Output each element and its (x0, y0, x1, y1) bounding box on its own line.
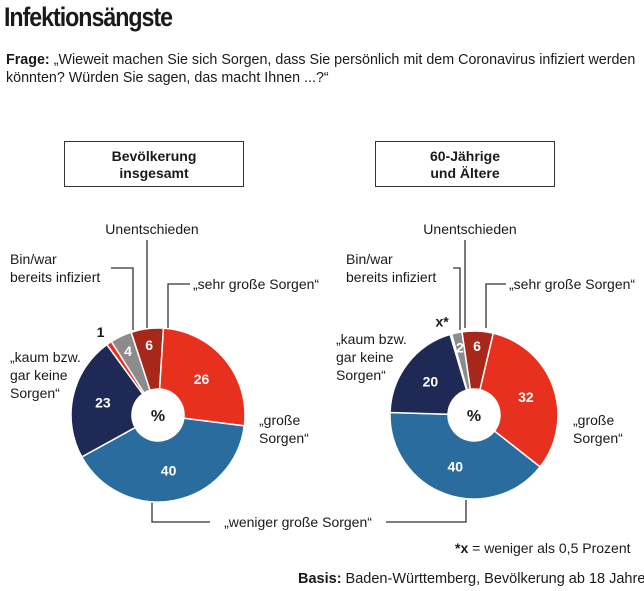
page-title: Infektionsängste (4, 2, 173, 32)
label-left-kaum-2: gar keine (10, 367, 68, 383)
label-left-kaum-3: Sorgen“ (10, 385, 60, 401)
footnote: *x = weniger als 0,5 Prozent (455, 540, 631, 556)
label-right-grosse-1: „große (573, 412, 614, 428)
label-left-infiziert-1: Bin/war (10, 251, 57, 267)
label-connectors (111, 240, 506, 523)
label-left-infiziert-2: bereits infiziert (10, 269, 100, 285)
basis-note: Basis: Baden-Württemberg, Bevölkerung ab… (298, 571, 644, 587)
value-label-left-grosse: 26 (194, 371, 210, 387)
value-label-right-sehr_grosse: 6 (473, 338, 481, 354)
question-text: Frage: „Wieweit machen Sie sich Sorgen, … (6, 51, 636, 87)
donut-left: 6 26 40 23 1 4% (70, 324, 246, 503)
value-label-right-infiziert: x* (436, 314, 450, 330)
value-label-left-kaum: 23 (95, 395, 111, 411)
donut-right: 6 32 40 20 x* 2% (389, 314, 559, 500)
value-label-left-sehr_grosse: 6 (145, 337, 153, 353)
basis-text: Baden-Württemberg, Bevölkerung ab 18 Jah… (341, 571, 644, 587)
chart-title-left-line1: Bevölkerung (111, 148, 197, 164)
chart-title-left-line2: insgesamt (119, 165, 189, 181)
slice-left-unentschieden (110, 331, 151, 395)
center-percent-right: % (467, 408, 481, 425)
label-right-infiziert-1: Bin/war (346, 251, 393, 267)
slice-left-grosse (158, 327, 246, 427)
label-left-grosse-2: Sorgen“ (259, 430, 309, 446)
connector-right-weniger (386, 500, 467, 523)
slice-right-weniger_grosse (389, 411, 542, 500)
value-label-left-weniger_grosse: 40 (161, 462, 177, 478)
footnote-symbol: *x (455, 540, 469, 556)
slice-right-kaum (389, 333, 468, 415)
chart-title-right-line1: 60-Jährige (429, 148, 501, 164)
chart-title-left: Bevölkerung insgesamt (64, 141, 244, 187)
label-left-unentschieden: Unentschieden (105, 221, 198, 237)
slice-right-grosse (479, 332, 559, 468)
chart-title-right-line2: und Ältere (430, 165, 500, 181)
chart-title-right: 60-Jährige und Ältere (375, 141, 555, 187)
value-label-left-unentschieden: 4 (124, 343, 132, 359)
value-label-right-unentschieden: 2 (456, 339, 464, 355)
slice-left-kaum (70, 343, 144, 458)
label-left-grosse-1: „große (259, 412, 300, 428)
connector-left-infiziert (111, 267, 134, 330)
slice-right-unentschieden (450, 331, 472, 391)
footnote-text: = weniger als 0,5 Prozent (468, 540, 631, 556)
connector-left-weniger (151, 500, 210, 523)
connector-right-infiziert (453, 267, 461, 330)
label-left-kaum-1: „kaum bzw. (10, 349, 81, 365)
slice-left-weniger_grosse (80, 417, 246, 503)
label-right-unentschieden: Unentschieden (423, 221, 516, 237)
value-label-left-infiziert: 1 (97, 324, 105, 340)
basis-label: Basis: (298, 571, 342, 587)
connector-left-sehr (167, 283, 190, 328)
label-right-kaum-3: Sorgen“ (336, 367, 386, 383)
question-body: „Wieweit machen Sie sich Sorgen, dass Si… (6, 52, 636, 86)
category-labels: Unentschieden Bin/war bereits infiziert … (10, 221, 635, 530)
question-label: Frage: (6, 52, 50, 68)
label-weniger: „weniger große Sorgen“ (224, 514, 372, 530)
connector-right-sehr (485, 283, 506, 328)
label-left-sehr: „sehr große Sorgen“ (193, 276, 319, 292)
label-right-infiziert-2: bereits infiziert (346, 269, 436, 285)
label-right-sehr: „sehr große Sorgen“ (509, 276, 635, 292)
label-right-kaum-2: gar keine (336, 349, 394, 365)
value-label-right-weniger_grosse: 40 (447, 459, 463, 475)
value-label-right-kaum: 20 (423, 373, 439, 389)
center-percent-left: % (151, 408, 165, 425)
value-label-right-grosse: 32 (518, 389, 534, 405)
label-right-kaum-1: „kaum bzw. (336, 331, 407, 347)
label-right-grosse-2: Sorgen“ (573, 430, 623, 446)
